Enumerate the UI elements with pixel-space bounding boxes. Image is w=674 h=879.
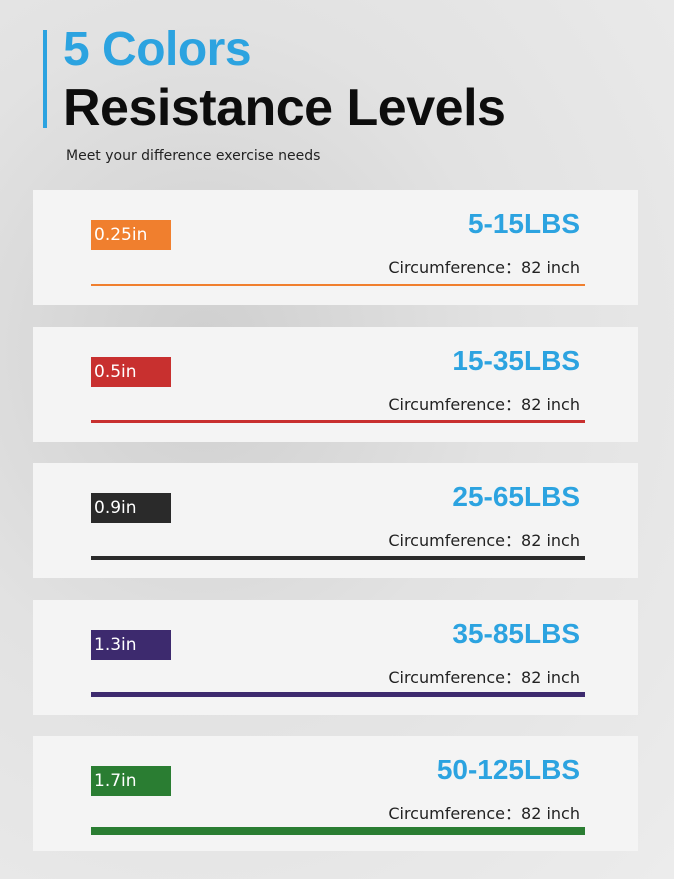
- weight-range: 50-125LBS: [436, 754, 580, 785]
- band-line: [91, 419, 585, 424]
- level-card: 1.7in 50-125LBS Circumference：82 inch: [33, 736, 638, 851]
- weight-range: 25-65LBS: [452, 481, 580, 512]
- weight-range: 15-35LBS: [452, 344, 580, 376]
- level-card: 0.25in 5-15LBS Circumference：82 inch: [33, 190, 638, 305]
- level-card: 1.3in 35-85LBS Circumference：82 inch: [33, 599, 638, 715]
- weight-range: 35-85LBS: [452, 617, 580, 649]
- accent-bar: [43, 30, 47, 128]
- width-badge: 1.7in: [91, 766, 171, 796]
- band-line: [91, 555, 585, 561]
- width-badge: 1.3in: [91, 629, 171, 660]
- band-line: [91, 691, 585, 698]
- width-badge: 0.25in: [91, 220, 171, 250]
- circumference: Circumference：82 inch: [388, 258, 580, 277]
- width-badge: 0.9in: [91, 493, 171, 523]
- width-badge: 0.5in: [91, 356, 171, 387]
- level-card: 0.5in 15-35LBS Circumference：82 inch: [33, 326, 638, 442]
- circumference: Circumference：82 inch: [388, 394, 580, 414]
- circumference: Circumference：82 inch: [388, 804, 580, 823]
- circumference: Circumference：82 inch: [388, 667, 580, 687]
- band-line: [91, 284, 585, 286]
- band-line: [91, 827, 585, 835]
- weight-range: 5-15LBS: [467, 208, 580, 239]
- subtitle: Meet your difference exercise needs: [66, 148, 321, 164]
- circumference: Circumference：82 inch: [388, 531, 580, 550]
- title: 5 Colors: [63, 23, 252, 76]
- level-card: 0.9in 25-65LBS Circumference：82 inch: [33, 463, 638, 578]
- title: Resistance Levels: [63, 79, 506, 137]
